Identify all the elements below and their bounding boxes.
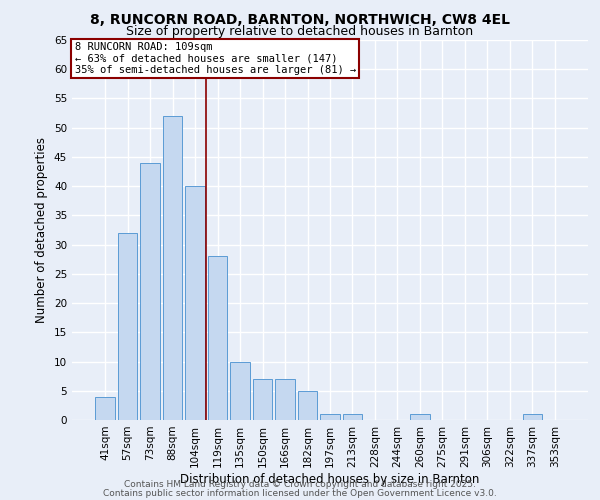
Bar (95, 396, 115, 420)
Bar (298, 391, 317, 420)
Bar (163, 116, 182, 420)
Y-axis label: Number of detached properties: Number of detached properties (35, 137, 49, 323)
Bar (320, 414, 340, 420)
Bar (410, 414, 430, 420)
Bar (523, 414, 542, 420)
Bar (230, 362, 250, 420)
Text: 8 RUNCORN ROAD: 109sqm
← 63% of detached houses are smaller (147)
35% of semi-de: 8 RUNCORN ROAD: 109sqm ← 63% of detached… (74, 42, 356, 75)
X-axis label: Distribution of detached houses by size in Barnton: Distribution of detached houses by size … (181, 472, 479, 486)
Bar (185, 186, 205, 420)
Bar (253, 379, 272, 420)
Bar (275, 379, 295, 420)
Bar (140, 163, 160, 420)
Text: 8, RUNCORN ROAD, BARNTON, NORTHWICH, CW8 4EL: 8, RUNCORN ROAD, BARNTON, NORTHWICH, CW8… (90, 12, 510, 26)
Text: Size of property relative to detached houses in Barnton: Size of property relative to detached ho… (127, 25, 473, 38)
Text: Contains public sector information licensed under the Open Government Licence v3: Contains public sector information licen… (103, 488, 497, 498)
Text: Contains HM Land Registry data © Crown copyright and database right 2025.: Contains HM Land Registry data © Crown c… (124, 480, 476, 489)
Bar (343, 414, 362, 420)
Bar (118, 233, 137, 420)
Bar (208, 256, 227, 420)
